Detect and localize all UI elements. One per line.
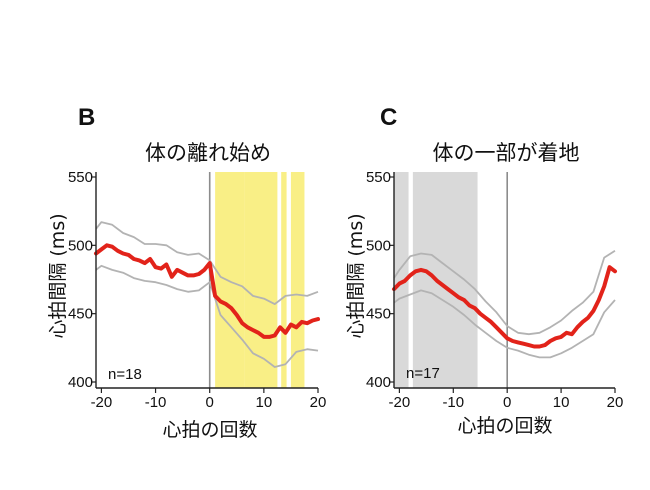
panel-title: 体の離れ始め: [145, 141, 271, 165]
x-tick-label: 10: [553, 394, 570, 411]
panel-c: C 体の一部が着地 550 500 450 400 -20 -10 0 10 20 n=17 心…: [345, 104, 623, 437]
x-axis-title: 心拍の回数: [457, 415, 552, 437]
panel-letter: B: [78, 104, 95, 131]
x-tick-label: 0: [206, 394, 214, 411]
shaded-region: [281, 172, 287, 388]
x-axis-title: 心拍の回数: [162, 419, 257, 441]
shaded-regions: [208, 172, 305, 388]
axes: 550 500 450 400 -20 -10 0 10 20: [366, 169, 623, 411]
y-tick-label: 400: [366, 374, 391, 391]
y-tick-label: 450: [366, 306, 391, 323]
x-tick-label: -20: [91, 394, 113, 411]
mean-line: [392, 265, 617, 349]
panel-letter: C: [380, 104, 397, 131]
shaded-region: [215, 172, 245, 388]
shaded-regions: [394, 172, 508, 388]
y-tick-label: 550: [366, 169, 391, 186]
y-tick-label: 450: [68, 306, 93, 323]
x-tick-label: -10: [442, 394, 464, 411]
confidence-band: [95, 221, 319, 368]
panel-b: B 体の離れ始め 550 500 450 400 -20 -10 0 10 20 n=18 心拍…: [47, 104, 326, 441]
x-tick-label: -10: [145, 394, 167, 411]
mean-series-line: [94, 243, 320, 339]
y-tick-label: 500: [68, 237, 93, 254]
x-tick-label: 10: [256, 394, 273, 411]
shaded-region: [394, 172, 409, 388]
shaded-region: [244, 172, 278, 388]
sample-size-label: n=18: [108, 366, 142, 383]
lower-bound-line: [393, 289, 616, 359]
y-tick-label: 400: [68, 374, 93, 391]
axes: 550 500 450 400 -20 -10 0 10 20: [68, 169, 326, 411]
lower-bound-line: [95, 264, 319, 368]
upper-bound-line: [95, 221, 319, 306]
confidence-band: [393, 250, 616, 359]
y-axis-title: 心拍間隔 (ms): [345, 213, 367, 338]
sample-size-label: n=17: [406, 365, 440, 382]
y-tick-label: 500: [366, 237, 391, 254]
x-tick-label: 20: [310, 394, 327, 411]
shaded-region: [412, 172, 478, 388]
upper-bound-line: [393, 250, 616, 336]
shaded-region: [290, 172, 305, 388]
x-tick-label: 20: [607, 394, 624, 411]
x-tick-label: 0: [503, 394, 511, 411]
mean-line: [94, 243, 320, 339]
panel-title: 体の一部が着地: [433, 141, 580, 165]
mean-series-line: [392, 265, 617, 349]
y-tick-label: 550: [68, 169, 93, 186]
x-tick-label: -20: [389, 394, 411, 411]
y-axis-title: 心拍間隔 (ms): [47, 213, 69, 338]
